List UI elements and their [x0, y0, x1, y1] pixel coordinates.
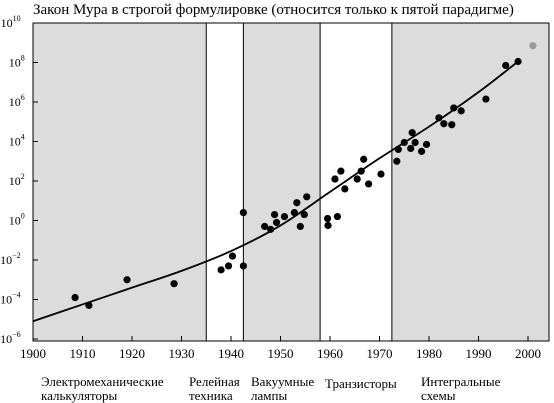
x-tick-label: 1950 — [268, 346, 294, 361]
y-tick-label: 100 — [9, 212, 25, 228]
data-point — [261, 222, 269, 231]
data-point — [440, 120, 448, 128]
data-point — [303, 193, 311, 201]
era-band — [391, 23, 549, 341]
era-label-line2: схемы — [421, 388, 456, 403]
data-point — [400, 138, 408, 147]
data-point — [272, 218, 281, 227]
y-tick-label: 10−2 — [0, 251, 21, 267]
data-point — [377, 170, 385, 178]
data-point — [296, 222, 304, 231]
x-tick-label: 1970 — [367, 346, 393, 361]
data-point — [217, 266, 225, 274]
data-point — [85, 301, 93, 310]
data-point — [290, 209, 298, 217]
data-point — [170, 280, 178, 288]
data-point — [365, 180, 373, 188]
data-point — [224, 262, 233, 270]
y-tick-label: 108 — [9, 54, 25, 70]
y-tick-label: 10−6 — [0, 330, 21, 346]
data-point — [482, 95, 490, 103]
era-label-electromechanical: Электромеханические калькуляторы — [41, 375, 164, 403]
data-point — [324, 221, 332, 230]
data-point — [300, 210, 308, 219]
era-label-line1: Вакуумные — [251, 374, 315, 389]
x-tick-label: 1990 — [466, 346, 492, 361]
x-tick-label: 1900 — [20, 346, 46, 361]
data-point — [123, 276, 131, 284]
era-label-line1: Релейная — [189, 374, 240, 389]
data-point — [435, 114, 443, 122]
era-bands — [33, 23, 549, 341]
data-point — [267, 225, 275, 233]
era-label-line1: Транзисторы — [325, 376, 397, 391]
data-point — [353, 175, 361, 183]
x-tick-label: 1930 — [169, 346, 195, 361]
era-label-transistors: Транзисторы — [325, 377, 397, 391]
data-point — [341, 185, 349, 193]
trend-layer — [32, 60, 519, 323]
data-point — [333, 212, 342, 221]
y-tick-label: 10−4 — [0, 291, 21, 307]
era-band — [243, 23, 321, 341]
era-label-line2: калькуляторы — [41, 388, 118, 403]
data-point — [239, 209, 247, 217]
data-point — [228, 252, 237, 260]
era-band — [206, 23, 244, 341]
data-point — [514, 57, 522, 66]
data-point — [331, 175, 339, 183]
era-label-line1: Интегральные — [421, 374, 501, 389]
era-label-relay: Релейная техника — [189, 375, 240, 403]
points-layer — [71, 42, 537, 310]
data-point — [502, 61, 510, 70]
data-point — [270, 210, 279, 219]
data-point — [417, 147, 426, 155]
era-label-line2: техника — [189, 388, 233, 403]
era-label-line1: Электромеханические — [41, 374, 164, 389]
data-point — [407, 144, 415, 153]
trend-curve — [32, 60, 519, 323]
data-point — [408, 129, 416, 137]
data-point — [360, 155, 368, 163]
data-point — [448, 121, 456, 129]
axes: 1900 1910 1920 1930 1940 1950 1960 1970 1980 1990… — [0, 14, 550, 361]
plot-frame — [32, 22, 550, 342]
data-point — [411, 138, 419, 147]
x-tick-label: 1940 — [218, 346, 244, 361]
y-tick-label: 1010 — [1, 14, 21, 30]
y-tick-label: 104 — [9, 133, 25, 149]
data-point — [337, 167, 345, 175]
data-point — [393, 157, 401, 165]
data-point — [293, 199, 301, 207]
data-point — [394, 145, 402, 153]
y-tick-label: 106 — [9, 93, 25, 109]
data-point — [71, 293, 79, 302]
era-label-integrated: Интегральные схемы — [421, 375, 500, 403]
x-tick-label: 1920 — [119, 346, 145, 361]
data-point — [422, 140, 431, 149]
data-point — [280, 212, 289, 221]
x-tick-label: 1980 — [416, 346, 442, 361]
x-tick-label: 2000 — [515, 346, 541, 361]
x-tick-label: 1960 — [317, 346, 343, 361]
y-tick-label: 102 — [9, 172, 25, 188]
data-point — [357, 167, 365, 175]
projected-point — [529, 42, 537, 50]
era-label-line2: лампы — [251, 388, 288, 403]
data-point — [457, 107, 465, 115]
x-tick-label: 1910 — [70, 346, 96, 361]
data-point — [450, 104, 458, 112]
data-point — [239, 262, 247, 270]
era-label-vacuum: Вакуумные лампы — [251, 375, 314, 403]
data-point — [323, 214, 332, 223]
era-band — [33, 23, 207, 341]
chart-title: Закон Мура в строгой формулировке (относ… — [33, 2, 514, 18]
